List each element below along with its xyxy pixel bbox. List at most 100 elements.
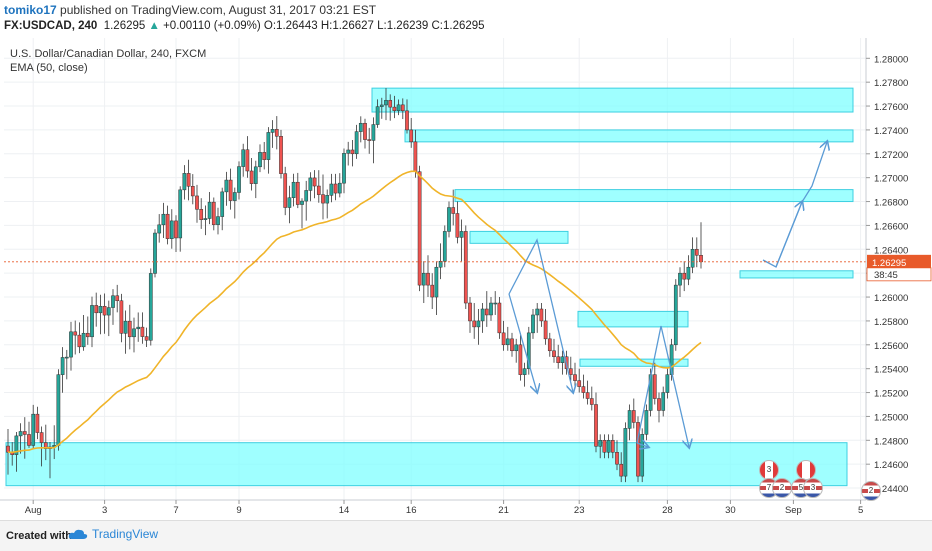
candle-body	[174, 220, 178, 239]
candle-body	[165, 213, 170, 239]
candle	[585, 380, 590, 405]
us-flag-icon[interactable]: 2	[772, 478, 792, 498]
forecast-arrow[interactable]	[508, 238, 573, 392]
candle-body	[673, 284, 678, 346]
candle	[43, 424, 48, 461]
candle	[279, 129, 283, 179]
chart-header: tomiko17 published on TradingView.com, A…	[0, 0, 932, 38]
candle-body	[459, 231, 464, 238]
supply-demand-zone[interactable]	[469, 230, 569, 244]
candle	[253, 160, 258, 199]
candle	[329, 173, 334, 203]
forecast-arrow[interactable]	[775, 142, 827, 268]
ohlc-line: FX:USDCAD, 240 1.26295 ▲ +0.00110 (+0.09…	[4, 20, 485, 32]
candle	[543, 308, 548, 345]
candle-body	[497, 302, 502, 334]
chart-legend: U.S. Dollar/Canadian Dollar, 240, FXCM E…	[10, 47, 206, 75]
y-tick-label: 1.27600	[874, 102, 908, 113]
event-count: 3	[809, 483, 817, 492]
author-name[interactable]: tomiko17	[4, 3, 57, 17]
ema-line[interactable]	[7, 170, 702, 454]
candle	[111, 289, 115, 325]
candle-body	[665, 374, 670, 393]
candle-body	[447, 207, 451, 232]
candle	[497, 297, 502, 339]
candle	[396, 99, 401, 116]
candle-body	[199, 209, 204, 220]
candle-body	[358, 122, 363, 132]
candle-body	[228, 179, 233, 201]
candle-body	[182, 173, 187, 191]
candle-body	[421, 272, 426, 286]
price-chart[interactable]: 1.28000 1.27800 1.27600 1.27400 1.27200 1.270…	[0, 38, 932, 520]
candle	[678, 267, 682, 298]
y-tick-label: 1.24800	[874, 436, 908, 447]
candle-body	[556, 356, 561, 363]
candle	[354, 124, 359, 159]
candle	[102, 293, 107, 334]
us-flag-icon[interactable]: 3	[803, 478, 823, 498]
candle-body	[232, 192, 237, 201]
candle	[106, 300, 111, 337]
candle	[321, 174, 325, 220]
candle	[228, 168, 233, 210]
supply-demand-zone[interactable]	[739, 270, 854, 279]
candle-body	[602, 440, 607, 453]
candle-body	[484, 308, 489, 316]
candle	[182, 165, 187, 200]
supply-demand-zone[interactable]	[404, 129, 854, 143]
candle-body	[22, 431, 27, 435]
y-tick-label: 1.27800	[874, 78, 908, 89]
supply-demand-zone[interactable]	[579, 358, 689, 367]
forecast-arrow[interactable]	[636, 443, 648, 447]
candle	[375, 99, 380, 128]
candle-body	[207, 201, 212, 219]
candle-body	[140, 326, 145, 337]
candle-body	[14, 435, 19, 455]
candle-body	[316, 185, 321, 195]
supply-demand-zone[interactable]	[577, 310, 689, 328]
countdown-tag	[866, 267, 932, 282]
canada-flag-icon[interactable]	[796, 460, 816, 480]
candle-body	[106, 307, 111, 316]
tradingview-brand[interactable]: TradingView	[68, 527, 158, 541]
event-count: 2	[778, 483, 786, 492]
candle	[560, 350, 565, 375]
candle-body	[430, 284, 435, 298]
candle	[535, 303, 540, 333]
candle-body	[678, 272, 682, 286]
current-price-label: 1.26295	[872, 258, 906, 269]
candle-body	[73, 331, 78, 336]
supply-demand-zone[interactable]	[5, 442, 848, 487]
canada-flag-icon[interactable]: 3	[759, 460, 779, 480]
supply-demand-zone[interactable]	[371, 87, 854, 113]
price-change: +0.00110 (+0.09%)	[163, 20, 261, 32]
us-flag-icon[interactable]: 2	[861, 481, 881, 501]
supply-demand-zone[interactable]	[454, 189, 854, 203]
forecast-arrow[interactable]	[508, 293, 537, 392]
candle-body	[501, 332, 506, 346]
candle-body	[405, 110, 409, 131]
candle	[220, 187, 225, 231]
candle	[610, 434, 615, 459]
candle-body	[245, 149, 250, 172]
candle-body	[657, 398, 661, 411]
forecast-arrow[interactable]	[636, 325, 689, 447]
candle	[392, 95, 397, 119]
x-tick-label: 28	[662, 505, 673, 516]
x-tick-label: 23	[574, 505, 585, 516]
candle	[388, 94, 393, 121]
indicator-label[interactable]: EMA (50, close)	[10, 62, 88, 74]
candle-body	[413, 141, 418, 172]
candle	[594, 392, 598, 453]
candle-body	[585, 392, 590, 399]
candle-body	[619, 463, 624, 477]
candle	[615, 440, 619, 471]
candle-body	[543, 320, 548, 340]
candle-body	[699, 255, 703, 263]
candle	[518, 332, 523, 381]
candle	[367, 127, 372, 154]
candle	[245, 136, 250, 178]
candle-body	[253, 166, 258, 184]
brand-label: TradingView	[92, 527, 159, 541]
